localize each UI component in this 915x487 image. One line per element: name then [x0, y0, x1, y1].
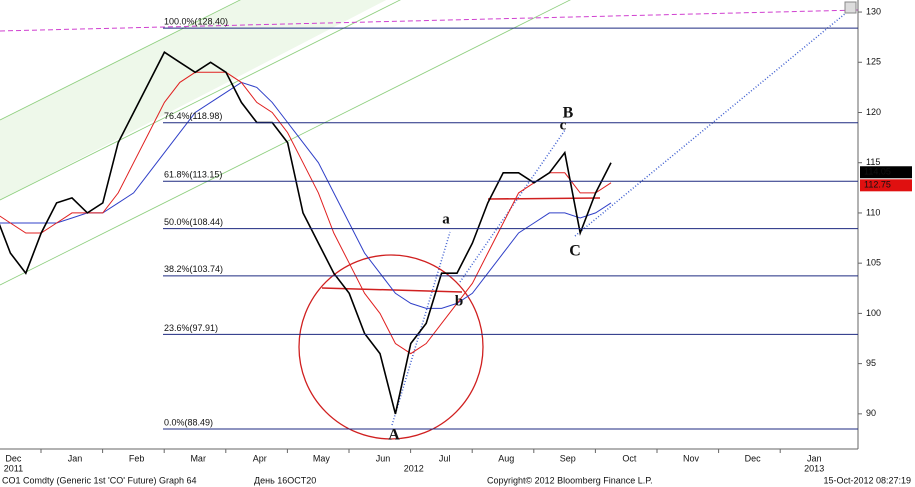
fib-label: 100.0%(128.40) — [164, 16, 228, 26]
x-tick-label: May — [313, 453, 331, 463]
price-tag-label: 112.75 — [864, 180, 891, 190]
channel-line — [0, 0, 401, 201]
channel-line — [0, 0, 571, 286]
fib-label: 38.2%(103.74) — [164, 264, 223, 274]
trend-line — [0, 9, 858, 32]
x-tick-label: Aug — [498, 453, 514, 463]
corner-button[interactable] — [844, 1, 857, 14]
x-tick-label: Dec — [745, 453, 762, 463]
wave-label: a — [442, 211, 450, 227]
y-tick-label: 90 — [866, 408, 876, 418]
wave-label: b — [455, 293, 463, 309]
x-tick-label: Sep — [560, 453, 576, 463]
x-tick-label: Apr — [253, 453, 267, 463]
x-tick-label: Mar — [190, 453, 206, 463]
x-tick-label: Jul — [439, 453, 451, 463]
neckline — [487, 197, 601, 200]
circle-marker — [298, 254, 484, 440]
x-tick-label: Feb — [129, 453, 145, 463]
y-tick-label: 100 — [866, 308, 881, 318]
channel-line — [0, 0, 241, 121]
fib-label: 76.4%(118.98) — [164, 111, 222, 121]
footer-copyright: Copyright© 2012 Bloomberg Finance L.P. — [487, 475, 653, 485]
wave-label: A — [388, 427, 400, 444]
price-tag — [860, 179, 912, 192]
wave-label: C — [569, 243, 581, 260]
price-tag-label: 114.05 — [864, 167, 891, 177]
footer-timestamp: 15-Oct-2012 08:27:19 — [823, 475, 911, 485]
x-tick-label: Oct — [622, 453, 637, 463]
fib-label: 23.6%(97.91) — [164, 323, 218, 333]
y-tick-label: 120 — [866, 107, 881, 117]
fib-label: 50.0%(108.44) — [164, 217, 223, 227]
footer-security: CO1 Comdty (Generic 1st 'CO' Future) Gra… — [2, 475, 197, 485]
x-tick-label: Jun — [376, 453, 391, 463]
trend-line — [391, 231, 451, 426]
wave-label: c — [560, 117, 567, 133]
year-label: 2012 — [404, 463, 424, 473]
trend-line — [459, 129, 566, 283]
y-tick-label: 115 — [866, 157, 880, 167]
year-label: 2013 — [804, 463, 824, 473]
y-tick-label: 95 — [866, 358, 876, 368]
moving-average — [0, 71, 612, 355]
y-tick-label: 130 — [866, 6, 881, 16]
price-line — [0, 51, 612, 415]
x-tick-label: Dec — [5, 453, 22, 463]
y-tick-label: 125 — [866, 57, 881, 67]
fib-label: 61.8%(113.15) — [164, 170, 222, 180]
year-label: 2011 — [4, 463, 23, 473]
wave-label: B — [563, 105, 574, 122]
channel — [0, 0, 387, 200]
y-tick-label: 105 — [866, 258, 881, 268]
footer-day: День 16OCT20 — [254, 475, 316, 485]
y-tick-label: 110 — [866, 207, 880, 217]
price-tag — [860, 166, 912, 179]
plot-area — [0, 51, 612, 415]
x-tick-label: Nov — [683, 453, 700, 463]
decorations — [0, 0, 858, 440]
x-tick-label: Jan — [68, 453, 83, 463]
x-tick-label: Jan — [807, 453, 822, 463]
fib-label: 0.0%(88.49) — [164, 417, 213, 427]
